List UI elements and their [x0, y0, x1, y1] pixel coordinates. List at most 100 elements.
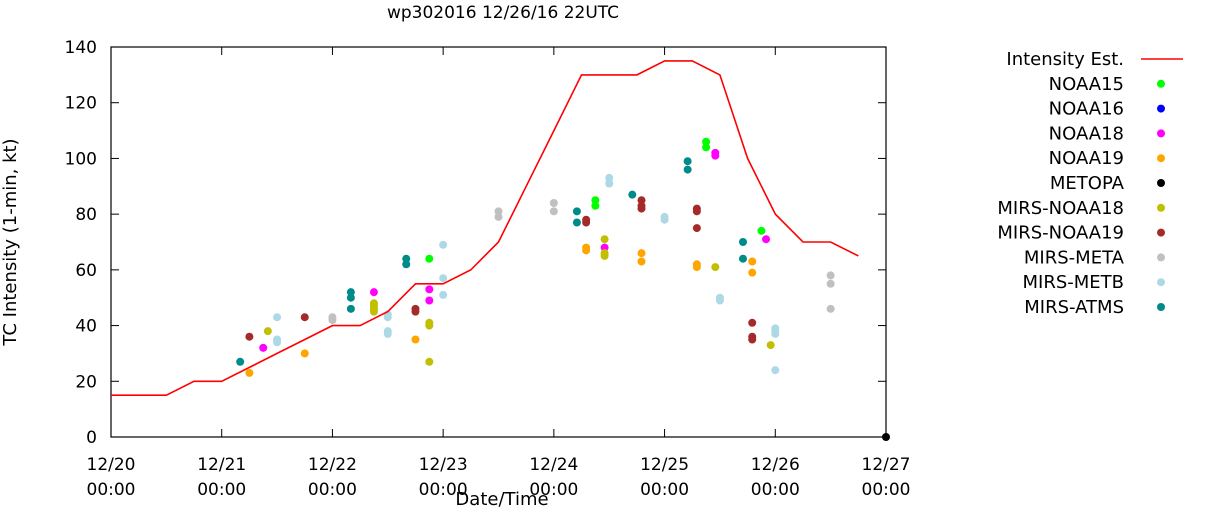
data-point — [369, 288, 378, 297]
data-point — [402, 254, 411, 263]
legend-swatch-point — [1157, 203, 1165, 212]
x-tick-time-label: 00:00 — [197, 480, 246, 500]
data-point — [346, 288, 355, 297]
data-point — [637, 196, 646, 205]
chart-title: wp302016 12/26/16 22UTC — [387, 3, 619, 23]
intensity-estimate-line — [111, 60, 859, 397]
legend-swatch-point — [1157, 104, 1165, 113]
data-point — [600, 243, 609, 252]
data-point — [572, 207, 581, 216]
legend-label: NOAA16 — [1049, 99, 1124, 120]
series-mirs-noaa18 — [263, 235, 775, 366]
x-axis-label: Date/Time — [455, 489, 548, 509]
data-point — [572, 218, 581, 227]
legend-swatch-point — [1157, 303, 1165, 311]
data-point — [702, 143, 711, 152]
data-point — [748, 268, 757, 277]
series-noaa15 — [425, 137, 766, 263]
x-tick-date-label: 12/22 — [308, 455, 357, 475]
data-point — [738, 254, 747, 263]
x-tick-date-label: 12/27 — [862, 455, 911, 475]
data-point — [263, 327, 272, 336]
y-tick-label: 80 — [75, 205, 97, 225]
y-tick-label: 120 — [65, 94, 97, 114]
data-point — [628, 190, 637, 199]
data-point — [702, 137, 711, 146]
data-point — [692, 263, 701, 272]
data-point — [748, 318, 757, 327]
legend-label: NOAA19 — [1049, 148, 1124, 169]
x-tick-time-label: 00:00 — [751, 480, 800, 500]
data-point — [591, 196, 600, 205]
x-tick-date-label: 12/23 — [419, 455, 468, 475]
data-point — [711, 263, 720, 272]
data-point — [494, 207, 503, 216]
y-tick-label: 140 — [65, 38, 97, 58]
x-tick-time-label: 00:00 — [640, 480, 689, 500]
x-tick-time-label: 00:00 — [529, 480, 578, 500]
legend-label: METOPA — [1050, 173, 1125, 194]
legend-swatch-point — [1157, 129, 1165, 138]
legend-swatch-point — [1157, 179, 1165, 187]
data-point — [549, 199, 558, 207]
data-point — [425, 285, 434, 294]
legend-label: NOAA15 — [1049, 74, 1124, 95]
series-noaa19 — [245, 243, 757, 377]
data-point — [591, 201, 600, 210]
data-point — [660, 215, 669, 224]
data-point — [425, 254, 434, 263]
data-point — [762, 235, 771, 244]
legend-swatch-point — [1157, 79, 1165, 88]
data-point — [582, 218, 591, 227]
data-point — [245, 368, 254, 377]
data-point — [683, 157, 692, 166]
data-point — [826, 271, 835, 280]
data-point — [425, 321, 434, 330]
x-tick-time-label: 00:00 — [87, 480, 136, 500]
legend-swatch-point — [1157, 154, 1165, 163]
data-point — [683, 165, 692, 174]
data-point — [346, 304, 355, 313]
legend-label: MIRS-META — [1024, 247, 1125, 268]
legend-label: MIRS-METB — [1022, 272, 1124, 293]
data-point — [637, 249, 646, 258]
data-point — [637, 257, 646, 266]
data-point — [273, 313, 282, 322]
data-point — [494, 212, 503, 221]
data-point — [826, 279, 835, 288]
data-point — [425, 296, 434, 305]
data-point — [411, 335, 420, 344]
data-point — [439, 274, 448, 283]
data-point — [826, 304, 835, 313]
series-mirs-atms — [236, 157, 747, 366]
scatter-points — [236, 137, 890, 441]
y-axis-ticks: 0 20 40 60 80 100 120 140 — [65, 38, 886, 448]
legend-label: Intensity Est. — [1006, 49, 1124, 70]
data-point — [605, 173, 614, 182]
plot-area-frame — [110, 46, 887, 438]
y-tick-label: 60 — [75, 261, 97, 281]
data-point — [549, 207, 558, 216]
x-tick-date-label: 12/24 — [529, 455, 578, 475]
data-point — [757, 226, 766, 235]
series-mirs-metb — [273, 173, 780, 375]
series-metopa — [882, 433, 890, 441]
x-tick-date-label: 12/25 — [640, 455, 689, 475]
data-point — [300, 349, 309, 358]
data-point — [245, 332, 254, 341]
y-tick-label: 20 — [75, 372, 97, 392]
data-point — [300, 313, 309, 322]
data-point — [273, 338, 282, 347]
data-point — [771, 366, 780, 375]
data-point — [439, 290, 448, 299]
data-point — [692, 224, 701, 233]
data-point — [692, 207, 701, 216]
data-point — [605, 179, 614, 188]
legend: Intensity Est. NOAA15 NOAA16 NOAA18 NOAA19 ME… — [997, 49, 1183, 318]
series-noaa18 — [259, 148, 771, 352]
legend-label: MIRS-NOAA19 — [997, 223, 1124, 244]
legend-label: MIRS-NOAA18 — [997, 198, 1124, 219]
x-tick-time-label: 00:00 — [308, 480, 357, 500]
series-mirs-meta — [328, 199, 835, 324]
